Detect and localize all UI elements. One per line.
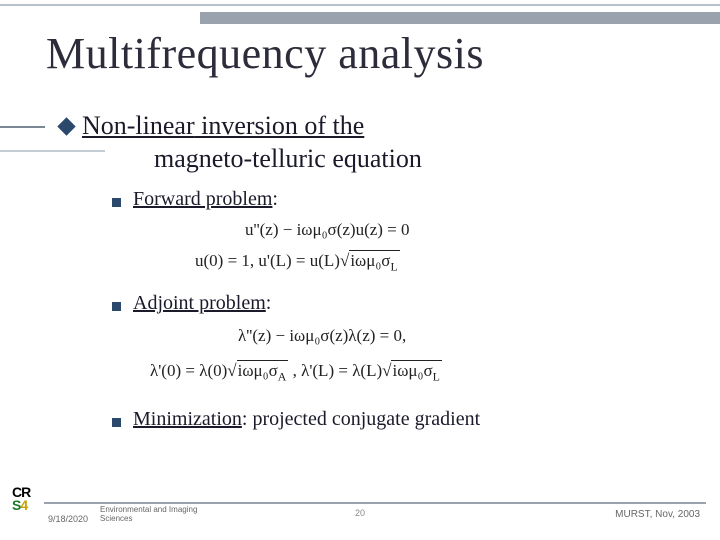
footer-page-number: 20 (355, 508, 365, 518)
equation-forward-2: u(0) = 1, u'(L) = u(L)√iωμ₀σL (195, 250, 400, 274)
heading-line-2: magneto-telluric equation (82, 143, 422, 176)
square-bullet-icon (112, 418, 121, 427)
equation-adjoint-1: λ''(z) − iωμ₀σ(z)λ(z) = 0, (238, 326, 406, 346)
bullet-label-adjoint: Adjoint problem: (133, 292, 271, 315)
bullet-adjoint: Adjoint problem: (112, 292, 271, 315)
heading-underlined: Non-linear (82, 111, 195, 140)
thin-top-rule (0, 4, 720, 6)
slide-title: Multifrequency analysis (46, 28, 484, 79)
footer-rule (44, 502, 706, 504)
top-bar (200, 12, 720, 24)
accent-line-1 (0, 126, 45, 128)
footer-department: Environmental and Imaging Sciences (100, 506, 197, 524)
bullet-minimization: Minimization: projected conjugate gradie… (112, 408, 480, 431)
footer: CR S4 9/18/2020 Environmental and Imagin… (0, 488, 720, 532)
equation-forward-1: u''(z) − iωμ₀σ(z)u(z) = 0 (245, 220, 410, 240)
equation-adjoint-2: λ'(0) = λ(0)√iωμ₀σA , λ'(L) = λ(L)√iωμ₀σ… (150, 360, 442, 384)
square-bullet-icon (112, 198, 121, 207)
footer-date: 9/18/2020 (48, 514, 88, 524)
bullet-label-minimization: Minimization: projected conjugate gradie… (133, 408, 480, 431)
footer-conference: MURST, Nov, 2003 (615, 509, 700, 520)
heading-rest-1: inversion of the (195, 111, 365, 140)
crs4-logo: CR S4 (12, 486, 44, 514)
bullet-label-forward: Forward problem: (133, 188, 278, 211)
diamond-bullet-icon (57, 117, 75, 135)
main-heading: Non-linear inversion of the magneto-tell… (82, 110, 422, 175)
bullet-forward: Forward problem: (112, 188, 278, 211)
square-bullet-icon (112, 302, 121, 311)
